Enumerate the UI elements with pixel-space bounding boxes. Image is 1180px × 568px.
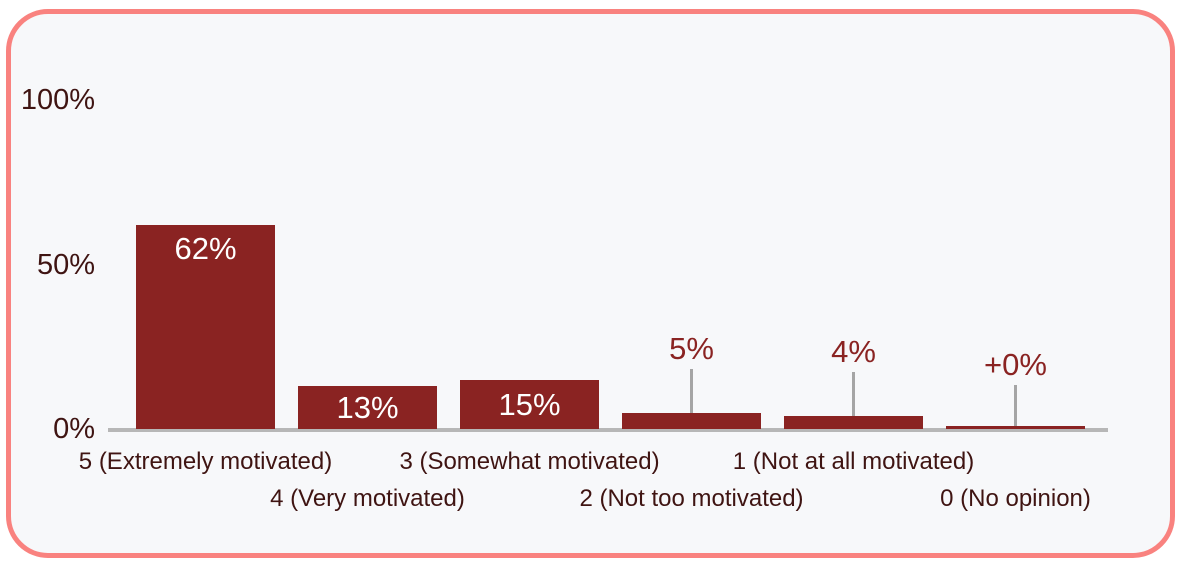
bar-5 — [946, 426, 1085, 429]
bar-value-label: 5% — [669, 331, 714, 366]
y-tick-label-100: 100% — [20, 84, 95, 116]
bar-4 — [784, 416, 923, 429]
bar-value-label: 4% — [831, 334, 876, 369]
leader-line — [1014, 385, 1017, 426]
bar-3 — [622, 413, 761, 429]
x-tick-label-4: 1 (Not at all motivated) — [732, 448, 975, 475]
x-tick-label-3: 2 (Not too motivated) — [579, 485, 804, 512]
bar-value-callout: 4% — [774, 335, 934, 416]
bar-1: 13% — [298, 386, 437, 429]
bar-value-label: 13% — [336, 389, 399, 425]
bar-value-label: +0% — [984, 347, 1047, 382]
y-tick-label-50: 50% — [36, 248, 95, 281]
bar-value-label: 15% — [498, 386, 561, 422]
y-tick-label-0: 0% — [53, 413, 95, 445]
x-axis-line — [108, 428, 1108, 432]
x-tick-label-1: 4 (Very motivated) — [270, 485, 465, 512]
x-tick-label-0: 5 (Extremely motivated) — [78, 448, 333, 475]
bar-value-callout: +0% — [936, 348, 1096, 426]
bar-value-label: 62% — [174, 231, 237, 266]
x-tick-label-5: 0 (No opinion) — [940, 485, 1091, 512]
bar-value-callout: 5% — [612, 332, 772, 413]
leader-line — [852, 372, 855, 416]
bar-0: 62% — [136, 225, 275, 429]
bar-2: 15% — [460, 380, 599, 429]
leader-line — [690, 369, 693, 413]
x-tick-label-2: 3 (Somewhat motivated) — [399, 448, 660, 475]
